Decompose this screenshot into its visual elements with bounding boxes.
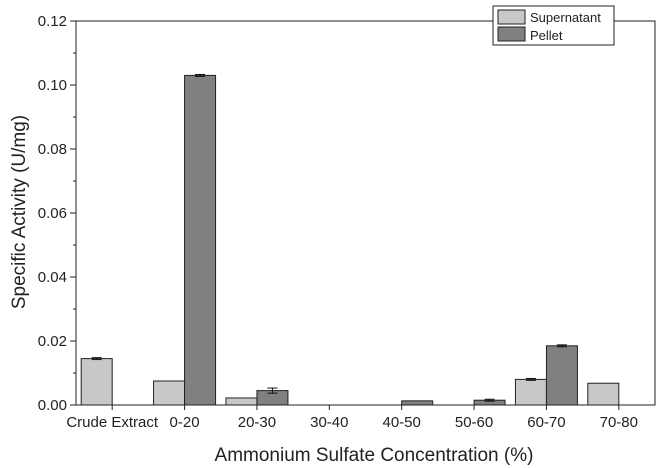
legend-label-pellet: Pellet [530,28,563,43]
legend: Supernatant Pellet [492,5,615,46]
bar-supernatant-7 [587,382,620,406]
x-axis-ticks: Crude Extract 0-20 20-30 30-40 40-50 50-60 60-… [66,405,638,431]
y-tick-label: 0.08 [38,141,67,158]
y-tick-label: 0.12 [38,13,67,30]
plot-frame [75,20,656,406]
x-axis-label: Ammonium Sulfate Concentration (%) [215,445,534,466]
bar-supernatant-0 [80,358,113,406]
y-axis-ticks: 0.00 0.02 0.04 0.06 0.08 0.10 0.12 [38,13,76,414]
y-tick-label: 0.00 [38,397,67,414]
bar-supernatant-2 [225,397,258,406]
x-tick-label: 0-20 [170,414,200,431]
y-tick-label: 0.06 [38,205,67,222]
legend-label-supernatant: Supernatant [530,10,601,25]
x-tick-label: 60-70 [527,414,565,431]
x-tick-label: 40-50 [383,414,421,431]
plot-marks [80,73,620,406]
x-tick-label: 50-60 [455,414,493,431]
x-tick-label: 70-80 [600,414,638,431]
x-tick-label: 20-30 [238,414,276,431]
bar-supernatant-1 [153,380,186,406]
legend-swatch-supernatant [497,9,526,25]
x-tick-label: Crude Extract [66,414,159,431]
legend-swatch-pellet [497,26,526,42]
bar-pellet-6 [545,345,578,406]
y-axis-label: Specific Activity (U/mg) [9,115,30,309]
bar-pellet-4 [401,400,434,406]
y-tick-label: 0.10 [38,77,67,94]
y-tick-label: 0.04 [38,269,67,286]
bar-supernatant-6 [514,378,547,406]
bar-pellet-1 [184,74,217,406]
y-tick-label: 0.02 [38,333,67,350]
x-tick-label: 30-40 [310,414,348,431]
